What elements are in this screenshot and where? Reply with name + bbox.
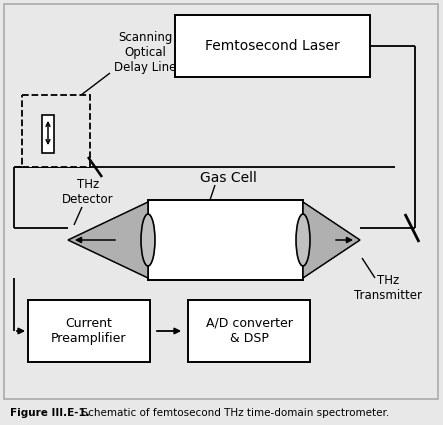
Ellipse shape bbox=[296, 214, 310, 266]
Text: A/D converter
& DSP: A/D converter & DSP bbox=[206, 317, 292, 345]
Polygon shape bbox=[68, 202, 148, 278]
Bar bbox=[22, 95, 90, 167]
Ellipse shape bbox=[141, 214, 155, 266]
Bar bbox=[42, 115, 54, 153]
Bar bbox=[148, 200, 303, 280]
Text: Figure III.E-1.: Figure III.E-1. bbox=[10, 408, 90, 418]
Text: THz
Transmitter: THz Transmitter bbox=[354, 274, 422, 302]
Text: THz
Detector: THz Detector bbox=[62, 178, 114, 206]
Text: Schematic of femtosecond THz time-domain spectrometer.: Schematic of femtosecond THz time-domain… bbox=[75, 408, 389, 418]
Bar bbox=[188, 300, 310, 362]
Text: Gas Cell: Gas Cell bbox=[199, 171, 256, 185]
Text: Scanning
Optical
Delay Line: Scanning Optical Delay Line bbox=[114, 31, 176, 74]
Bar bbox=[28, 300, 150, 362]
Bar bbox=[175, 15, 370, 77]
Text: Femtosecond Laser: Femtosecond Laser bbox=[205, 39, 340, 53]
Text: Current
Preamplifier: Current Preamplifier bbox=[51, 317, 127, 345]
Polygon shape bbox=[303, 202, 360, 278]
